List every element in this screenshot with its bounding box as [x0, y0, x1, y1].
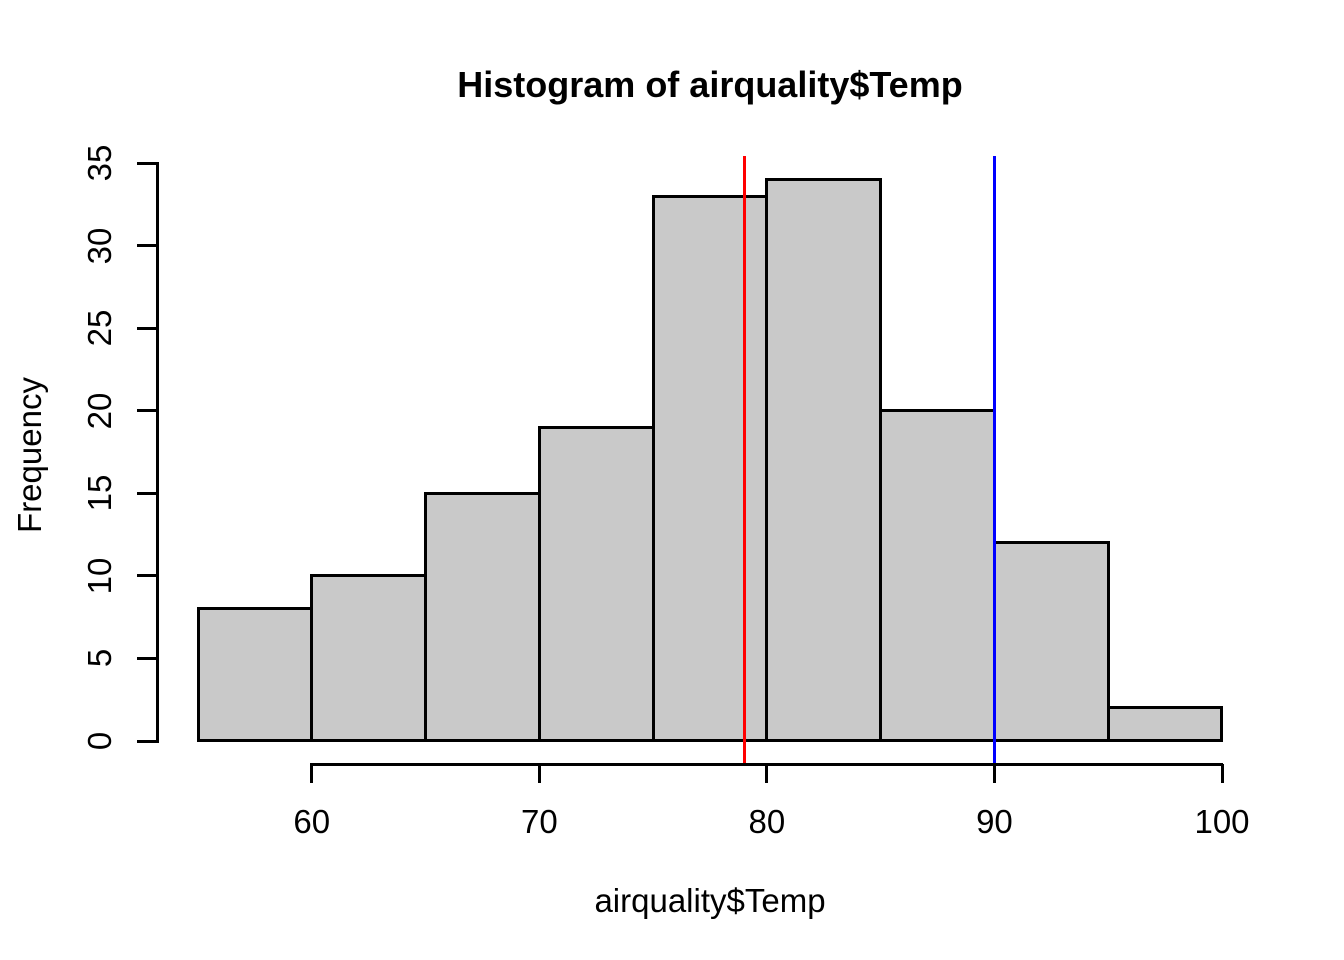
x-tick-label-100: 100	[1194, 803, 1250, 840]
x-tick-90	[992, 764, 996, 783]
histogram-bar-65-70	[424, 491, 541, 743]
histogram-bar-85-90	[879, 409, 996, 743]
y-tick-label-0: 0	[81, 731, 118, 751]
y-tick-label-30: 30	[81, 227, 118, 264]
histogram-bar-80-85	[765, 178, 883, 743]
x-tick-label-60: 60	[293, 803, 331, 840]
y-tick-label-5: 5	[81, 649, 118, 668]
x-tick-70	[537, 764, 541, 783]
y-tick-10	[137, 574, 157, 578]
histogram-bar-55-60	[196, 607, 314, 743]
y-tick-30	[137, 244, 157, 248]
y-tick-15	[137, 491, 157, 495]
y-tick-25	[137, 326, 157, 330]
x-tick-60	[310, 764, 314, 783]
blue-vline	[992, 156, 996, 763]
y-tick-label-25: 25	[81, 309, 118, 347]
y-tick-label-35: 35	[81, 144, 118, 182]
y-tick-5	[137, 656, 157, 660]
histogram-bar-70-75	[537, 425, 655, 743]
y-tick-0	[137, 739, 157, 743]
y-axis-label: Frequency	[11, 377, 48, 533]
histogram-bar-60-65	[310, 574, 428, 743]
y-tick-label-20: 20	[81, 392, 118, 430]
histogram-bar-75-80	[651, 194, 769, 743]
y-tick-label-10: 10	[81, 557, 118, 595]
x-tick-label-90: 90	[976, 803, 1013, 840]
histogram-bar-95-100	[1106, 706, 1224, 743]
red-vline	[742, 156, 746, 763]
y-tick-35	[137, 161, 157, 165]
x-tick-label-80: 80	[748, 803, 786, 840]
x-tick-80	[765, 764, 769, 783]
histogram-bar-90-95	[992, 541, 1110, 743]
x-axis-label: airquality$Temp	[594, 882, 826, 919]
chart-title: Histogram of airquality$Temp	[457, 64, 963, 105]
y-tick-label-15: 15	[81, 474, 118, 512]
x-tick-label-70: 70	[520, 803, 558, 840]
y-axis-line	[155, 161, 159, 743]
y-tick-20	[137, 409, 157, 413]
x-tick-100	[1220, 764, 1224, 783]
